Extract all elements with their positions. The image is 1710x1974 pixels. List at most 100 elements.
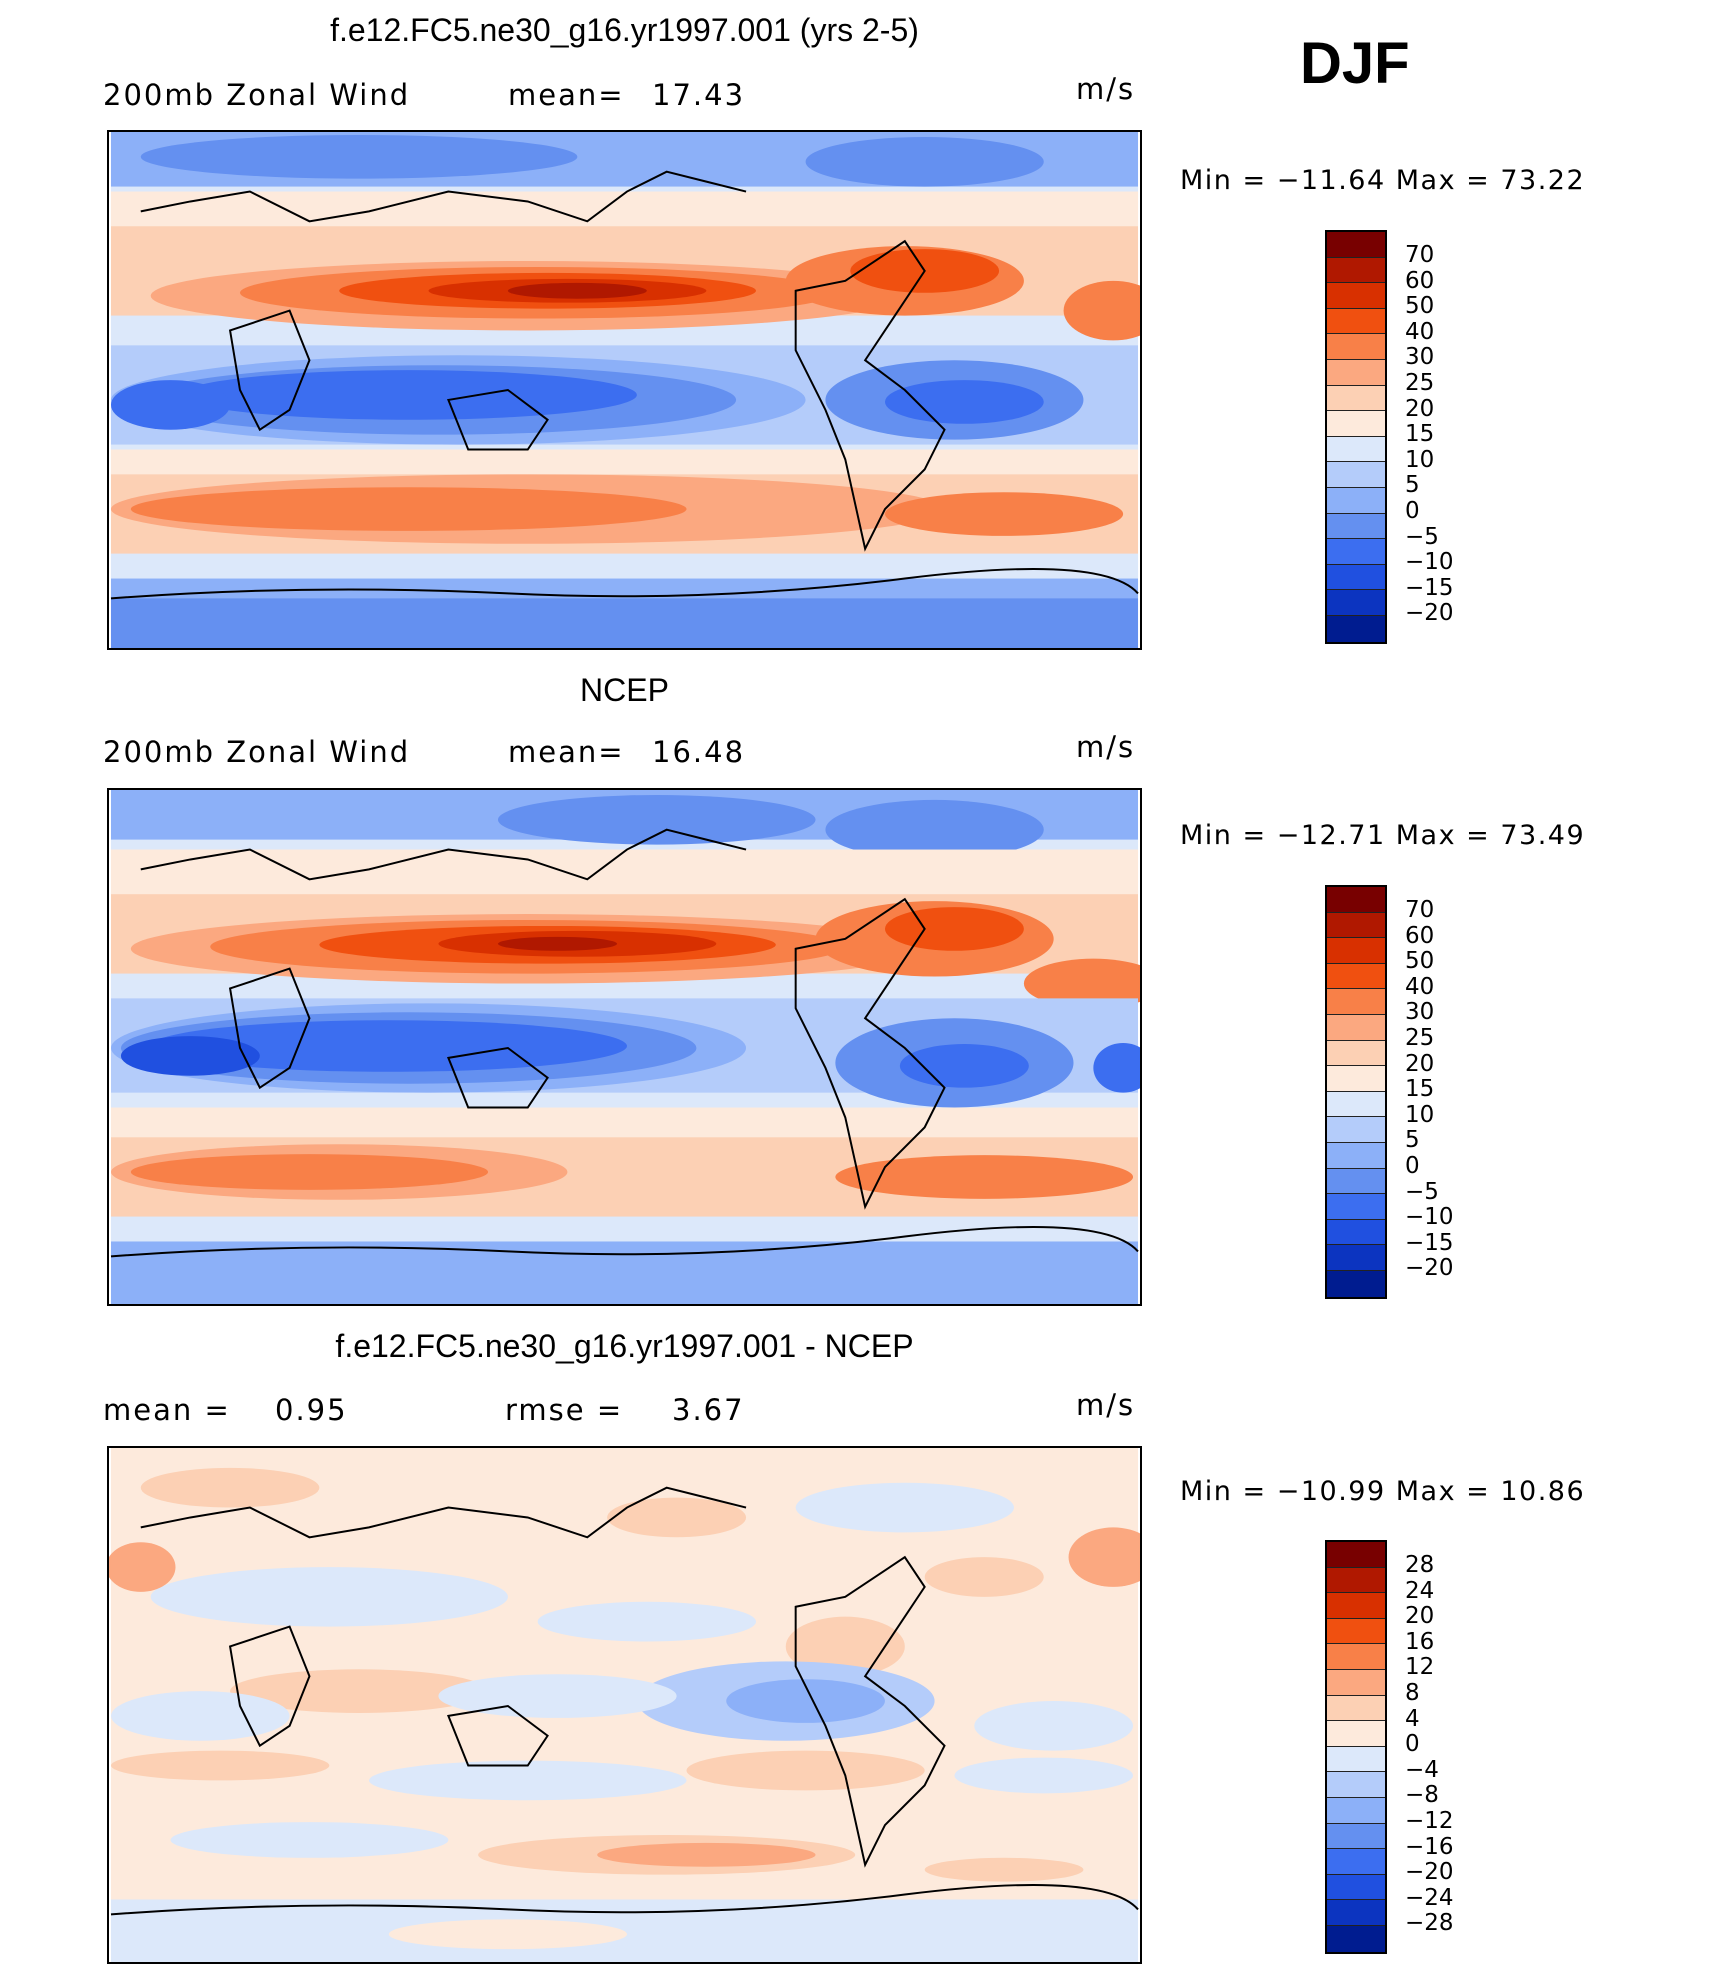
colorbar-tick-label: 16 <box>1405 1628 1435 1655</box>
colorbar-tick-label: 24 <box>1405 1577 1435 1604</box>
colorbar-tick-label: −20 <box>1405 1255 1454 1282</box>
colorbar-tick-label: 60 <box>1405 267 1435 294</box>
colorbar-swatch <box>1327 1772 1385 1798</box>
colorbar-tick-label: 20 <box>1405 1603 1435 1630</box>
colorbar-tick-label: 30 <box>1405 999 1435 1026</box>
colorbar-tick-label: −16 <box>1405 1833 1454 1860</box>
colorbar-tick-label: −12 <box>1405 1807 1454 1834</box>
panel3-map <box>107 1446 1142 1964</box>
panel1-max-value: 73.22 <box>1500 165 1586 196</box>
colorbar-swatch <box>1327 1721 1385 1747</box>
colorbar-tick-label: 20 <box>1405 395 1435 422</box>
colorbar-swatch <box>1327 513 1385 540</box>
colorbar-swatch <box>1327 1669 1385 1696</box>
panel2-contour-field <box>110 790 1140 1304</box>
colorbar-swatch <box>1327 1040 1385 1067</box>
colorbar-swatch <box>1327 1542 1385 1568</box>
colorbar-swatch <box>1327 963 1385 990</box>
colorbar-tick-label: 70 <box>1405 897 1435 923</box>
colorbar-tick-label: 25 <box>1405 369 1435 396</box>
panel1-mean-value: 17.43 <box>652 78 746 112</box>
colorbar-swatch <box>1327 938 1385 964</box>
colorbar-swatch <box>1327 1849 1385 1875</box>
colorbar-1-labels: 70 60 50 40 30 25 20 15 10 5 0 −5 −10 −15 −20 <box>1405 242 1454 627</box>
colorbar-swatch <box>1327 1245 1385 1271</box>
panel3-mean-label: mean = <box>103 1393 231 1427</box>
colorbar-tick-label: −10 <box>1405 1204 1454 1231</box>
colorbar-swatch <box>1327 283 1385 309</box>
colorbar-swatch <box>1327 334 1385 360</box>
colorbar-tick-label: 50 <box>1405 293 1435 320</box>
colorbar-swatch <box>1327 1593 1385 1619</box>
panel3-max-value: 10.86 <box>1500 1476 1586 1507</box>
colorbar-swatch <box>1327 1066 1385 1092</box>
colorbar-tick-label: 30 <box>1405 344 1435 371</box>
panel3-rmse-label: rmse = <box>505 1393 624 1427</box>
colorbar-2 <box>1325 885 1387 1299</box>
colorbar-swatch <box>1327 232 1385 258</box>
panel3-min-label: Min = <box>1180 1476 1267 1507</box>
colorbar-tick-label: 40 <box>1405 318 1435 345</box>
colorbar-swatch <box>1327 590 1385 616</box>
panel2-min-value: −12.71 <box>1276 820 1386 851</box>
panel2-min-label: Min = <box>1180 820 1267 851</box>
colorbar-swatch <box>1327 887 1385 913</box>
colorbar-swatch <box>1327 1925 1385 1952</box>
panel3-mean-value: 0.95 <box>275 1393 348 1427</box>
panel1-max-label: Max = <box>1395 165 1491 196</box>
panel3-contour-field <box>109 1448 1140 1962</box>
colorbar-swatch <box>1327 564 1385 591</box>
panel2-title: NCEP <box>580 672 669 708</box>
colorbar-2-labels: 70 60 50 40 30 25 20 15 10 5 0 −5 −10 −15 −20 <box>1405 897 1454 1282</box>
colorbar-swatch <box>1327 1091 1385 1118</box>
colorbar-swatch <box>1327 436 1385 463</box>
colorbar-tick-label: 28 <box>1405 1552 1435 1578</box>
colorbar-swatch <box>1327 1142 1385 1169</box>
colorbar-swatch <box>1327 1270 1385 1297</box>
colorbar-swatch <box>1327 462 1385 488</box>
colorbar-tick-label: 15 <box>1405 1076 1435 1103</box>
colorbar-tick-label: 50 <box>1405 948 1435 975</box>
panel1-title: f.e12.FC5.ne30_g16.yr1997.001 (yrs 2-5) <box>330 12 919 48</box>
panel2-units: m/s <box>1076 730 1136 764</box>
colorbar-swatch <box>1327 912 1385 939</box>
panel2-map <box>107 788 1142 1306</box>
colorbar-swatch <box>1327 1194 1385 1220</box>
colorbar-tick-label: −24 <box>1405 1884 1454 1911</box>
colorbar-tick-label: 10 <box>1405 1101 1435 1128</box>
panel1-contour-field <box>110 132 1140 648</box>
colorbar-swatch <box>1327 1168 1385 1195</box>
colorbar-swatch <box>1327 1823 1385 1850</box>
colorbar-tick-label: −10 <box>1405 549 1454 576</box>
colorbar-tick-label: 10 <box>1405 446 1435 473</box>
colorbar-tick-label: 70 <box>1405 242 1435 268</box>
panel3-min-value: −10.99 <box>1276 1476 1386 1507</box>
colorbar-tick-label: −20 <box>1405 600 1454 627</box>
colorbar-swatch <box>1327 1900 1385 1926</box>
panel1-map <box>107 130 1142 650</box>
colorbar-swatch <box>1327 1874 1385 1901</box>
colorbar-swatch <box>1327 1567 1385 1594</box>
colorbar-swatch <box>1327 487 1385 514</box>
colorbar-tick-label: 0 <box>1405 1731 1420 1758</box>
panel3-minmax: Min = −10.99 Max = 10.86 <box>1180 1476 1585 1507</box>
colorbar-tick-label: −20 <box>1405 1859 1454 1886</box>
colorbar-swatch <box>1327 308 1385 335</box>
colorbar-swatch <box>1327 359 1385 386</box>
colorbar-swatch <box>1327 1219 1385 1246</box>
panel2-max-label: Max = <box>1395 820 1491 851</box>
colorbar-swatch <box>1327 539 1385 565</box>
panel1-mean-label: mean= <box>508 78 625 112</box>
panel2-max-value: 73.49 <box>1500 820 1586 851</box>
colorbar-tick-label: −15 <box>1405 1229 1454 1256</box>
season-label: DJF <box>1300 31 1410 96</box>
colorbar-swatch <box>1327 1797 1385 1824</box>
colorbar-tick-label: 25 <box>1405 1024 1435 1051</box>
panel1-units: m/s <box>1076 72 1136 106</box>
panel1-min-value: −11.64 <box>1276 165 1386 196</box>
colorbar-tick-label: 0 <box>1405 1152 1420 1179</box>
colorbar-tick-label: 40 <box>1405 973 1435 1000</box>
colorbar-tick-label: 8 <box>1405 1679 1420 1706</box>
colorbar-tick-label: 4 <box>1405 1705 1420 1732</box>
colorbar-swatch <box>1327 615 1385 642</box>
